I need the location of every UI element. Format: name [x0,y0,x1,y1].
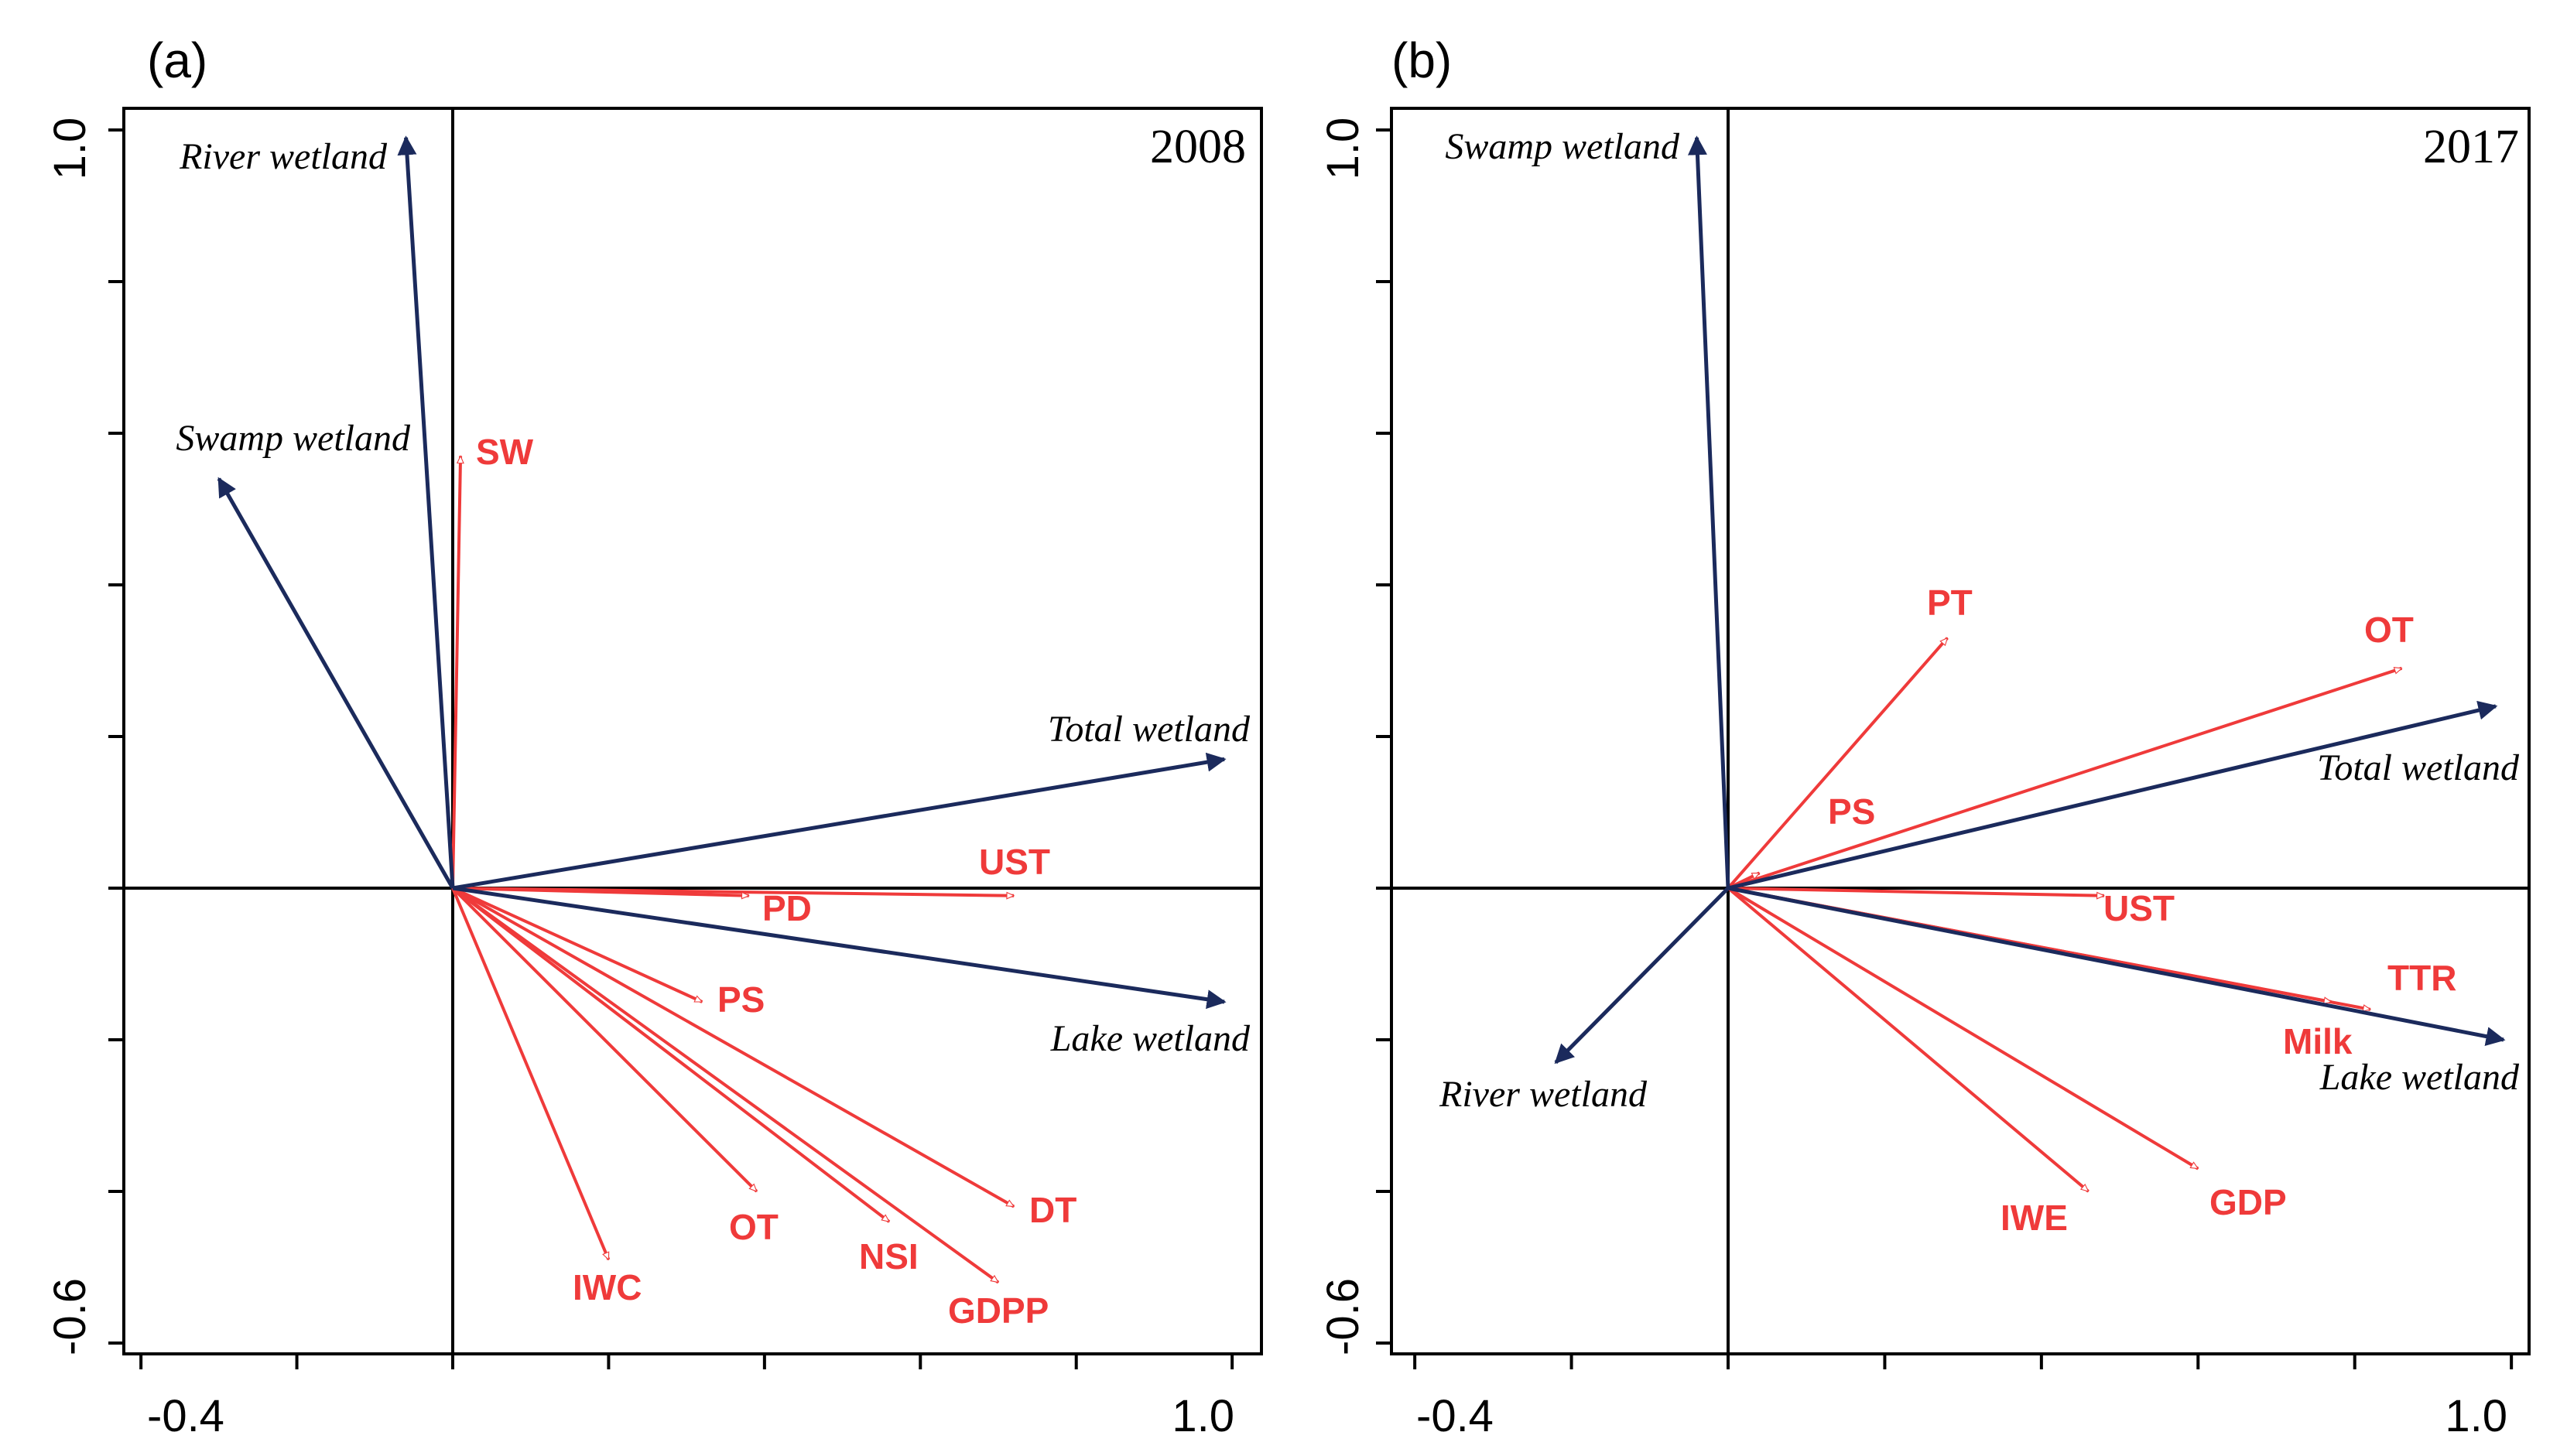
response-vector-swamp-wetland [1687,135,1730,889]
response-vector-lake-wetland [1727,886,2506,1046]
y-tick-label: 1.0 [1318,118,1368,180]
explanatory-label-ust: UST [979,842,1050,882]
response-vector-total-wetland [452,752,1227,890]
y-tick-label: 1.0 [45,118,95,180]
year-label: 2017 [2423,121,2519,173]
explanatory-label-ps: PS [717,979,765,1020]
explanatory-label-sw: SW [476,432,534,472]
y-tick-label: -0.6 [45,1278,95,1355]
explanatory-vector-gdpp [451,887,1000,1284]
explanatory-label-ust: UST [2103,888,2175,928]
explanatory-label-ttr: TTR [2387,958,2456,998]
explanatory-vector-ps [452,887,702,1003]
response-label-swamp-wetland: Swamp wetland [1445,126,1680,167]
explanatory-vector-ust [1727,887,2104,896]
explanatory-label-iwc: IWC [573,1267,642,1307]
panel-letter: (b) [1391,32,1452,88]
explanatory-vector-pt [1727,637,1949,890]
response-vector-river-wetland [1554,887,1730,1065]
response-label-lake-wetland: Lake wetland [2319,1057,2520,1098]
response-label-total-wetland: Total wetland [1048,709,1251,750]
response-label-total-wetland: Total wetland [2317,747,2520,788]
panel-letter: (a) [147,32,207,88]
explanatory-vector-iwe [1727,887,2090,1193]
explanatory-vector-dt [452,887,1014,1208]
response-vector-river-wetland [397,135,455,889]
explanatory-vector-ot [451,887,758,1193]
panel-b: (b) 2017 -0.4 1.0 -0.6 1.0 PT OT PS UST TTR Milk GDP… [1318,32,2531,1441]
year-label: 2008 [1150,121,1246,173]
x-tick-label: 1.0 [2445,1391,2507,1441]
explanatory-label-milk: Milk [2283,1021,2353,1061]
explanatory-label-pd: PD [762,888,812,928]
x-tick-label: 1.0 [1172,1391,1234,1441]
explanatory-label-iwe: IWE [2001,1198,2068,1238]
explanatory-vector-pd [452,887,749,896]
x-tick-label: -0.4 [147,1391,224,1441]
panel-a: (a) 2008 -0.4 1.0 -0.6 1.0 SW UST PD PS DT GDPP NSI O… [45,32,1263,1441]
x-tick-label: -0.4 [1416,1391,1494,1441]
explanatory-vector-ot [1727,666,2401,890]
explanatory-label-dt: DT [1029,1190,1076,1230]
response-label-river-wetland: River wetland [1439,1074,1648,1115]
explanatory-label-pt: PT [1927,583,1973,623]
explanatory-label-ot: OT [2364,610,2414,650]
explanatory-label-ot: OT [729,1207,779,1247]
response-vector-lake-wetland [452,886,1227,1010]
response-label-swamp-wetland: Swamp wetland [176,418,411,459]
explanatory-label-gdp: GDP [2209,1182,2287,1222]
plot-frame [1390,107,2531,1355]
y-tick-label: -0.6 [1318,1278,1368,1355]
response-vector-total-wetland [1727,700,2498,890]
explanatory-vector-iwc [451,887,611,1259]
explanatory-vector-gdp [1727,887,2198,1171]
response-label-river-wetland: River wetland [179,136,388,177]
explanatory-vector-nsi [451,887,891,1223]
explanatory-vector-sw [451,456,460,889]
explanatory-label-nsi: NSI [859,1236,919,1277]
explanatory-label-gdpp: GDPP [948,1290,1049,1331]
explanatory-label-ps: PS [1828,791,1875,832]
plot-frame [122,107,1263,1355]
response-vector-swamp-wetland [217,477,455,890]
response-label-lake-wetland: Lake wetland [1050,1018,1251,1059]
